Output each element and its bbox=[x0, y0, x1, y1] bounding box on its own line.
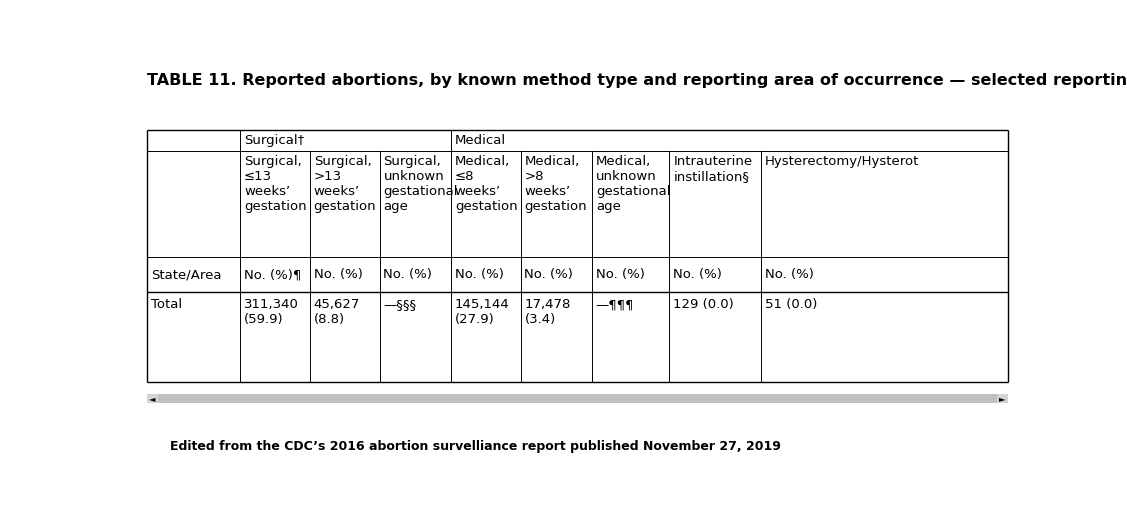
Text: No. (%): No. (%) bbox=[383, 268, 433, 281]
Text: 17,478
(3.4): 17,478 (3.4) bbox=[524, 298, 571, 326]
Text: State/Area: State/Area bbox=[151, 268, 221, 281]
Text: No. (%): No. (%) bbox=[765, 268, 814, 281]
Text: ◄: ◄ bbox=[149, 394, 156, 403]
Text: TABLE 11. Reported abortions, by known method type and reporting area of occurre: TABLE 11. Reported abortions, by known m… bbox=[148, 73, 1127, 88]
Text: Medical,
unknown
gestational
age: Medical, unknown gestational age bbox=[596, 155, 671, 213]
Text: No. (%): No. (%) bbox=[455, 268, 504, 281]
Text: —§§§: —§§§ bbox=[383, 298, 417, 311]
Text: Medical,
≤8
weeks’
gestation: Medical, ≤8 weeks’ gestation bbox=[455, 155, 517, 213]
Text: 145,144
(27.9): 145,144 (27.9) bbox=[455, 298, 509, 326]
Text: Surgical,
unknown
gestational
age: Surgical, unknown gestational age bbox=[383, 155, 458, 213]
Text: 51 (0.0): 51 (0.0) bbox=[765, 298, 817, 311]
Text: No. (%): No. (%) bbox=[524, 268, 574, 281]
Text: Intrauterine
instillation§: Intrauterine instillation§ bbox=[673, 155, 753, 183]
Text: No. (%): No. (%) bbox=[673, 268, 722, 281]
Text: Medical,
>8
weeks’
gestation: Medical, >8 weeks’ gestation bbox=[524, 155, 587, 213]
Text: 45,627
(8.8): 45,627 (8.8) bbox=[313, 298, 360, 326]
Text: Surgical,
≤13
weeks’
gestation: Surgical, ≤13 weeks’ gestation bbox=[243, 155, 307, 213]
Text: 129 (0.0): 129 (0.0) bbox=[673, 298, 734, 311]
Text: Edited from the CDC’s 2016 abortion survelliance report published November 27, 2: Edited from the CDC’s 2016 abortion surv… bbox=[170, 440, 781, 453]
Text: Medical: Medical bbox=[455, 134, 506, 147]
Text: Surgical†: Surgical† bbox=[243, 134, 304, 147]
Bar bbox=[158, 394, 997, 403]
Bar bbox=[148, 394, 1008, 403]
Text: No. (%)¶: No. (%)¶ bbox=[243, 268, 301, 281]
Text: Surgical,
>13
weeks’
gestation: Surgical, >13 weeks’ gestation bbox=[313, 155, 376, 213]
Text: No. (%): No. (%) bbox=[313, 268, 363, 281]
Text: Total: Total bbox=[151, 298, 183, 311]
Text: ►: ► bbox=[1000, 394, 1005, 403]
Text: Hysterectomy/Hysterot: Hysterectomy/Hysterot bbox=[765, 155, 920, 168]
Text: No. (%): No. (%) bbox=[596, 268, 645, 281]
Text: 311,340
(59.9): 311,340 (59.9) bbox=[243, 298, 299, 326]
Text: —¶¶¶: —¶¶¶ bbox=[596, 298, 635, 311]
